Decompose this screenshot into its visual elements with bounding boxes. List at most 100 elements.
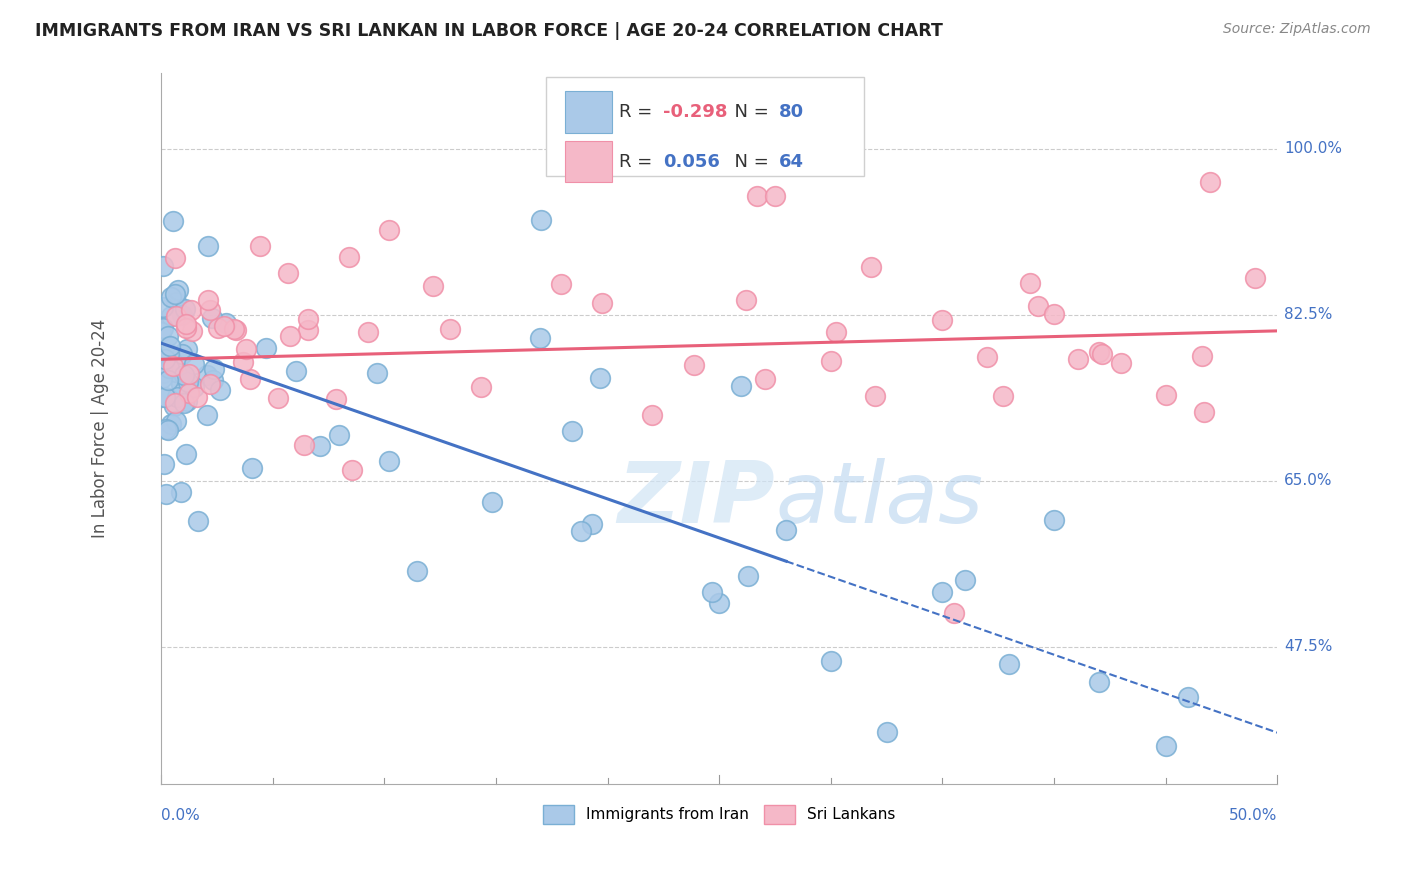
- Text: R =: R =: [619, 103, 658, 121]
- Point: [195, 409, 218, 423]
- Point: [735, 293, 758, 307]
- Point: [183, 357, 205, 371]
- Point: [153, 458, 176, 472]
- Text: 0.056: 0.056: [664, 153, 720, 171]
- Text: In Labor Force | Age 20-24: In Labor Force | Age 20-24: [91, 319, 108, 538]
- Text: 50.0%: 50.0%: [1229, 808, 1277, 822]
- Point: [156, 423, 179, 437]
- FancyBboxPatch shape: [565, 92, 612, 133]
- Point: [481, 495, 503, 509]
- Point: [198, 302, 221, 317]
- Point: [1109, 356, 1132, 370]
- Point: [157, 347, 180, 361]
- Point: [159, 339, 181, 353]
- Point: [166, 390, 188, 404]
- Point: [176, 321, 198, 335]
- Point: [150, 325, 173, 339]
- Point: [186, 391, 208, 405]
- Text: IMMIGRANTS FROM IRAN VS SRI LANKAN IN LABOR FORCE | AGE 20-24 CORRELATION CHART: IMMIGRANTS FROM IRAN VS SRI LANKAN IN LA…: [35, 22, 943, 40]
- Point: [747, 189, 769, 203]
- Point: [197, 239, 219, 253]
- FancyBboxPatch shape: [565, 141, 612, 183]
- Text: 80: 80: [779, 103, 803, 121]
- Point: [195, 368, 218, 382]
- Point: [378, 454, 401, 468]
- Point: [163, 251, 186, 265]
- Point: [225, 323, 247, 337]
- Point: [170, 484, 193, 499]
- Point: [163, 396, 186, 410]
- Point: [153, 351, 176, 366]
- Point: [176, 342, 198, 356]
- Point: [976, 350, 998, 364]
- Point: [993, 389, 1015, 403]
- Point: [998, 657, 1021, 671]
- Point: [155, 486, 177, 500]
- Point: [278, 328, 301, 343]
- Point: [152, 259, 174, 273]
- Point: [1043, 513, 1066, 527]
- Text: 64: 64: [779, 153, 803, 171]
- Point: [174, 447, 197, 461]
- Point: [152, 366, 174, 380]
- Text: 100.0%: 100.0%: [1284, 141, 1341, 156]
- Point: [208, 383, 231, 397]
- Point: [591, 296, 613, 310]
- Point: [1091, 346, 1114, 360]
- Point: [173, 301, 195, 316]
- Point: [737, 569, 759, 583]
- Point: [569, 524, 592, 538]
- Point: [249, 239, 271, 253]
- Point: [561, 425, 583, 439]
- Text: 82.5%: 82.5%: [1284, 307, 1333, 322]
- Point: [173, 368, 195, 383]
- Point: [1087, 344, 1109, 359]
- Point: [240, 460, 263, 475]
- Point: [159, 309, 181, 323]
- Point: [156, 328, 179, 343]
- Point: [589, 371, 612, 385]
- Point: [292, 438, 315, 452]
- Point: [167, 283, 190, 297]
- Point: [197, 293, 219, 307]
- Point: [825, 325, 848, 339]
- Point: [155, 422, 177, 436]
- Point: [342, 463, 364, 477]
- Point: [235, 342, 257, 356]
- Point: [170, 346, 193, 360]
- Point: [163, 399, 186, 413]
- Point: [865, 389, 887, 403]
- Point: [1154, 388, 1177, 402]
- FancyBboxPatch shape: [547, 77, 865, 176]
- Point: [207, 320, 229, 334]
- Point: [820, 354, 842, 368]
- Text: N =: N =: [723, 103, 775, 121]
- Point: [297, 323, 319, 337]
- Point: [309, 439, 332, 453]
- Point: [366, 366, 388, 380]
- Point: [156, 373, 179, 387]
- Point: [876, 725, 898, 739]
- Point: [183, 380, 205, 394]
- Point: [173, 396, 195, 410]
- Point: [162, 213, 184, 227]
- Point: [150, 371, 173, 385]
- Text: ZIP: ZIP: [617, 458, 775, 541]
- Point: [378, 223, 401, 237]
- Point: [160, 290, 183, 304]
- Text: N =: N =: [723, 153, 775, 171]
- Point: [170, 376, 193, 391]
- Point: [1192, 405, 1215, 419]
- Point: [180, 303, 202, 318]
- Point: [174, 317, 197, 331]
- Point: [754, 372, 776, 386]
- Point: [267, 392, 290, 406]
- Point: [422, 279, 444, 293]
- Point: [439, 322, 461, 336]
- Text: Source: ZipAtlas.com: Source: ZipAtlas.com: [1223, 22, 1371, 37]
- Point: [1154, 739, 1177, 753]
- Point: [150, 390, 173, 404]
- Point: [775, 523, 797, 537]
- Point: [550, 277, 572, 291]
- Point: [157, 361, 180, 376]
